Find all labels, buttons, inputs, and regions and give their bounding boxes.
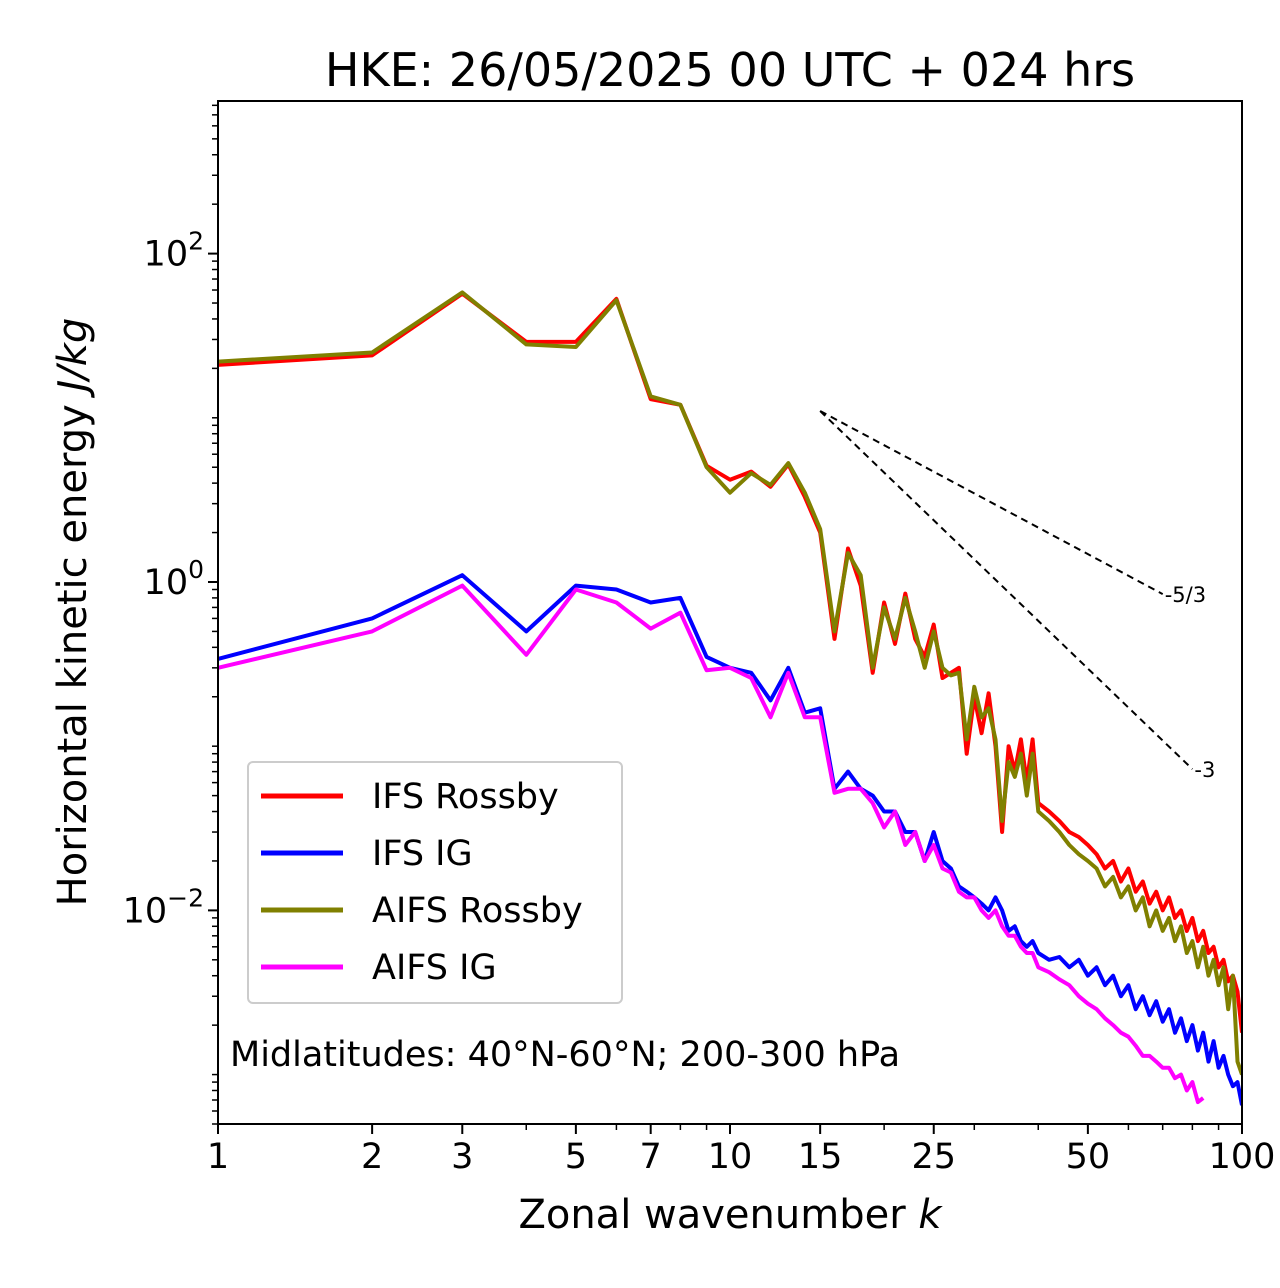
x-tick-label: 3 bbox=[451, 1137, 473, 1177]
reference-line-label: -3 bbox=[1194, 758, 1215, 782]
x-axis-label: Zonal wavenumber k bbox=[518, 1192, 943, 1238]
x-tick-label: 2 bbox=[361, 1137, 383, 1177]
reference-line-label: -5/3 bbox=[1165, 583, 1206, 607]
y-tick-label: 10−2 bbox=[123, 883, 204, 931]
series-line-ifs-ig bbox=[218, 573, 1242, 1106]
region-annotation: Midlatitudes: 40°N-60°N; 200-300 hPa bbox=[230, 1035, 900, 1075]
y-axis-label: Horizontal kinetic energy J/kg bbox=[50, 318, 96, 907]
y-tick-label: 100 bbox=[144, 555, 204, 603]
x-tick-label: 100 bbox=[1209, 1137, 1276, 1177]
legend-label-ifs-ig: IFS IG bbox=[372, 834, 473, 874]
x-tick-label: 15 bbox=[798, 1137, 843, 1177]
reference-slope-layer: -5/3 -3 bbox=[819, 410, 1215, 782]
legend-label-aifs-rossby: AIFS Rossby bbox=[372, 891, 583, 931]
legend-label-ifs-rossby: IFS Rossby bbox=[372, 777, 559, 817]
x-tick-label: 5 bbox=[565, 1137, 587, 1177]
y-axis-ticks: 10−2 100 102 bbox=[123, 104, 218, 1125]
x-tick-label: 50 bbox=[1066, 1137, 1111, 1177]
y-tick-label: 102 bbox=[144, 227, 204, 275]
reference-line-minus-three bbox=[819, 410, 1194, 770]
x-tick-label: 10 bbox=[708, 1137, 753, 1177]
legend-box bbox=[247, 761, 623, 1004]
legend-label-aifs-ig: AIFS IG bbox=[372, 948, 497, 988]
chart-title: HKE: 26/05/2025 00 UTC + 024 hrs bbox=[325, 43, 1135, 97]
x-tick-label: 25 bbox=[911, 1137, 956, 1177]
reference-line-five-thirds bbox=[819, 410, 1164, 595]
legend: IFS Rossby IFS IG AIFS Rossby AIFS IG bbox=[247, 761, 623, 1004]
series-line-aifs-rossby bbox=[218, 290, 1242, 1076]
series-line-aifs-ig bbox=[218, 583, 1205, 1105]
x-tick-label: 1 bbox=[207, 1137, 229, 1177]
series-layer bbox=[218, 290, 1242, 1106]
x-tick-label: 7 bbox=[640, 1137, 662, 1177]
x-axis-ticks: 1 2 3 5 7 10 15 25 50 100 bbox=[207, 1124, 1276, 1177]
